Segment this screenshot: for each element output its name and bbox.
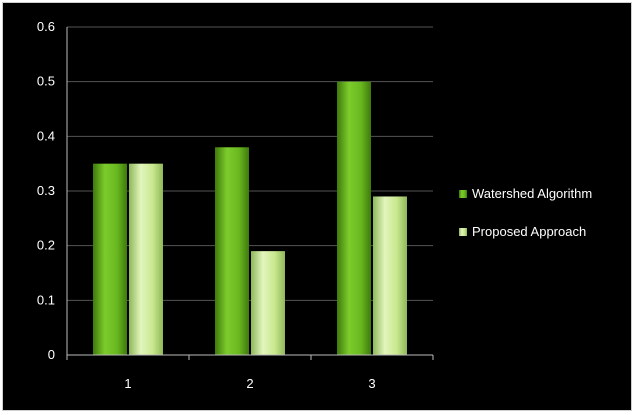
- x-tick-label: 2: [246, 376, 253, 391]
- bar-watershed-2: [215, 147, 249, 355]
- y-axis-tick-labels: 0 0.1 0.2 0.3 0.4 0.5 0.6: [37, 19, 55, 362]
- bar-proposed-1: [129, 163, 163, 355]
- bar-proposed-2: [251, 251, 285, 355]
- legend-swatch: [459, 190, 467, 198]
- bar-watershed-1: [93, 163, 127, 355]
- bar-watershed-3: [337, 81, 371, 356]
- axes: [66, 27, 434, 360]
- legend-label: Proposed Approach: [472, 224, 586, 239]
- x-axis-tick-labels: 1 2 3: [124, 376, 375, 391]
- bar-proposed-3: [373, 196, 407, 355]
- y-tick-label: 0.3: [37, 183, 55, 198]
- x-tick-label: 3: [368, 376, 375, 391]
- bars: [93, 81, 407, 356]
- y-tick-label: 0.5: [37, 74, 55, 89]
- legend-label: Watershed Algorithm: [472, 186, 592, 201]
- legend-swatch: [459, 228, 467, 236]
- legend: Watershed Algorithm Proposed Approach: [459, 186, 592, 239]
- chart-frame: 0 0.1 0.2 0.3 0.4 0.5 0.6 1 2 3 Watershed Algori…: [2, 2, 632, 411]
- gridlines: [67, 26, 433, 301]
- y-tick-label: 0.4: [37, 128, 55, 143]
- y-tick-label: 0.6: [37, 19, 55, 34]
- y-tick-label: 0: [48, 347, 55, 362]
- x-tick-label: 1: [124, 376, 131, 391]
- y-tick-label: 0.1: [37, 292, 55, 307]
- bar-chart: 0 0.1 0.2 0.3 0.4 0.5 0.6 1 2 3 Watershed Algori…: [37, 19, 592, 391]
- y-tick-label: 0.2: [37, 238, 55, 253]
